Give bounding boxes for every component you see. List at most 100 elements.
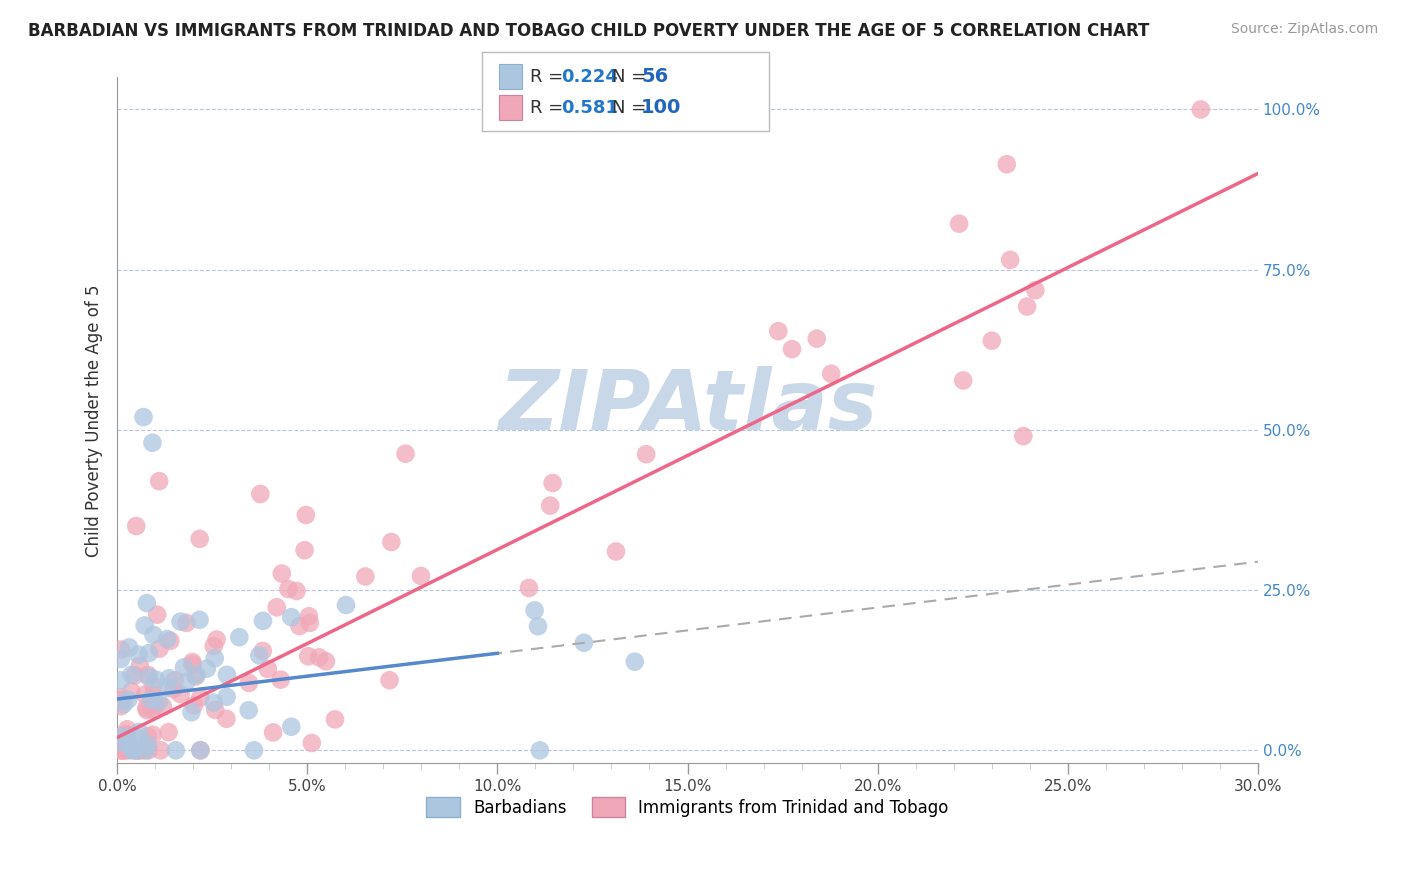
Point <box>195 662 218 676</box>
Point <box>215 690 238 704</box>
Point <box>243 743 266 757</box>
Point <box>270 673 292 687</box>
Text: BARBADIAN VS IMMIGRANTS FROM TRINIDAD AND TOBAGO CHILD POVERTY UNDER THE AGE OF : BARBADIAN VS IMMIGRANTS FROM TRINIDAD AN… <box>28 22 1150 40</box>
Point <box>132 743 155 757</box>
Point <box>141 702 163 716</box>
Point <box>121 741 143 756</box>
Text: N =: N = <box>612 68 651 86</box>
Point <box>127 731 149 746</box>
Point <box>110 730 132 744</box>
Point <box>136 703 159 717</box>
Point <box>142 728 165 742</box>
Point <box>156 680 179 694</box>
Point <box>315 654 337 668</box>
Point <box>523 603 546 617</box>
Point <box>142 680 165 694</box>
Point <box>159 633 181 648</box>
Point <box>128 659 150 673</box>
Point <box>249 487 271 501</box>
Text: 56: 56 <box>641 67 668 87</box>
Point <box>252 614 274 628</box>
Point <box>301 736 323 750</box>
Point <box>277 582 299 596</box>
Point <box>138 670 160 684</box>
Point <box>204 703 226 717</box>
Point <box>134 688 156 702</box>
Point <box>148 474 170 488</box>
Point <box>135 596 157 610</box>
Point <box>280 610 302 624</box>
Point <box>806 332 828 346</box>
Point <box>115 723 138 737</box>
Point <box>125 519 148 533</box>
Text: N =: N = <box>612 99 651 117</box>
Point <box>135 701 157 715</box>
Point <box>110 743 132 757</box>
Point <box>186 668 208 682</box>
Point <box>112 697 135 711</box>
Point <box>110 652 132 666</box>
Point <box>135 743 157 757</box>
Point <box>156 632 179 646</box>
Point <box>228 630 250 644</box>
Point <box>184 669 207 683</box>
Point <box>143 698 166 713</box>
Point <box>120 684 142 698</box>
Point <box>204 651 226 665</box>
Point <box>205 632 228 647</box>
Point <box>572 636 595 650</box>
Point <box>127 743 149 757</box>
Point <box>142 688 165 702</box>
Point <box>176 615 198 630</box>
Point <box>127 648 149 662</box>
Point <box>152 699 174 714</box>
Point <box>256 662 278 676</box>
Point <box>138 646 160 660</box>
Point <box>141 435 163 450</box>
Point <box>980 334 1002 348</box>
Point <box>134 618 156 632</box>
Point <box>110 735 132 749</box>
Point <box>127 743 149 757</box>
Point <box>174 675 197 690</box>
Point <box>285 584 308 599</box>
Point <box>110 743 132 757</box>
Point <box>335 598 357 612</box>
Point <box>142 628 165 642</box>
Point <box>238 703 260 717</box>
Point <box>110 673 132 688</box>
Point <box>378 673 401 688</box>
Point <box>149 743 172 757</box>
Point <box>138 743 160 757</box>
Point <box>323 712 346 726</box>
Point <box>280 720 302 734</box>
Point <box>181 655 204 669</box>
Point <box>529 743 551 757</box>
Point <box>125 743 148 757</box>
Point <box>948 217 970 231</box>
Text: 0.581: 0.581 <box>561 99 619 117</box>
Point <box>110 642 132 657</box>
Point <box>148 641 170 656</box>
Point <box>820 367 842 381</box>
Text: Source: ZipAtlas.com: Source: ZipAtlas.com <box>1230 22 1378 37</box>
Point <box>636 447 658 461</box>
Point <box>298 609 321 624</box>
Point <box>605 544 627 558</box>
Text: 0.224: 0.224 <box>561 68 617 86</box>
Point <box>110 735 132 749</box>
Point <box>288 619 311 633</box>
Point <box>120 667 142 681</box>
Point <box>188 613 211 627</box>
Point <box>139 693 162 707</box>
Point <box>1024 283 1046 297</box>
Point <box>110 690 132 705</box>
Point <box>623 655 645 669</box>
Point <box>768 324 790 338</box>
Point <box>145 673 167 687</box>
Point <box>308 650 330 665</box>
Point <box>118 640 141 655</box>
Point <box>215 712 238 726</box>
Point <box>136 738 159 752</box>
Point <box>114 727 136 741</box>
